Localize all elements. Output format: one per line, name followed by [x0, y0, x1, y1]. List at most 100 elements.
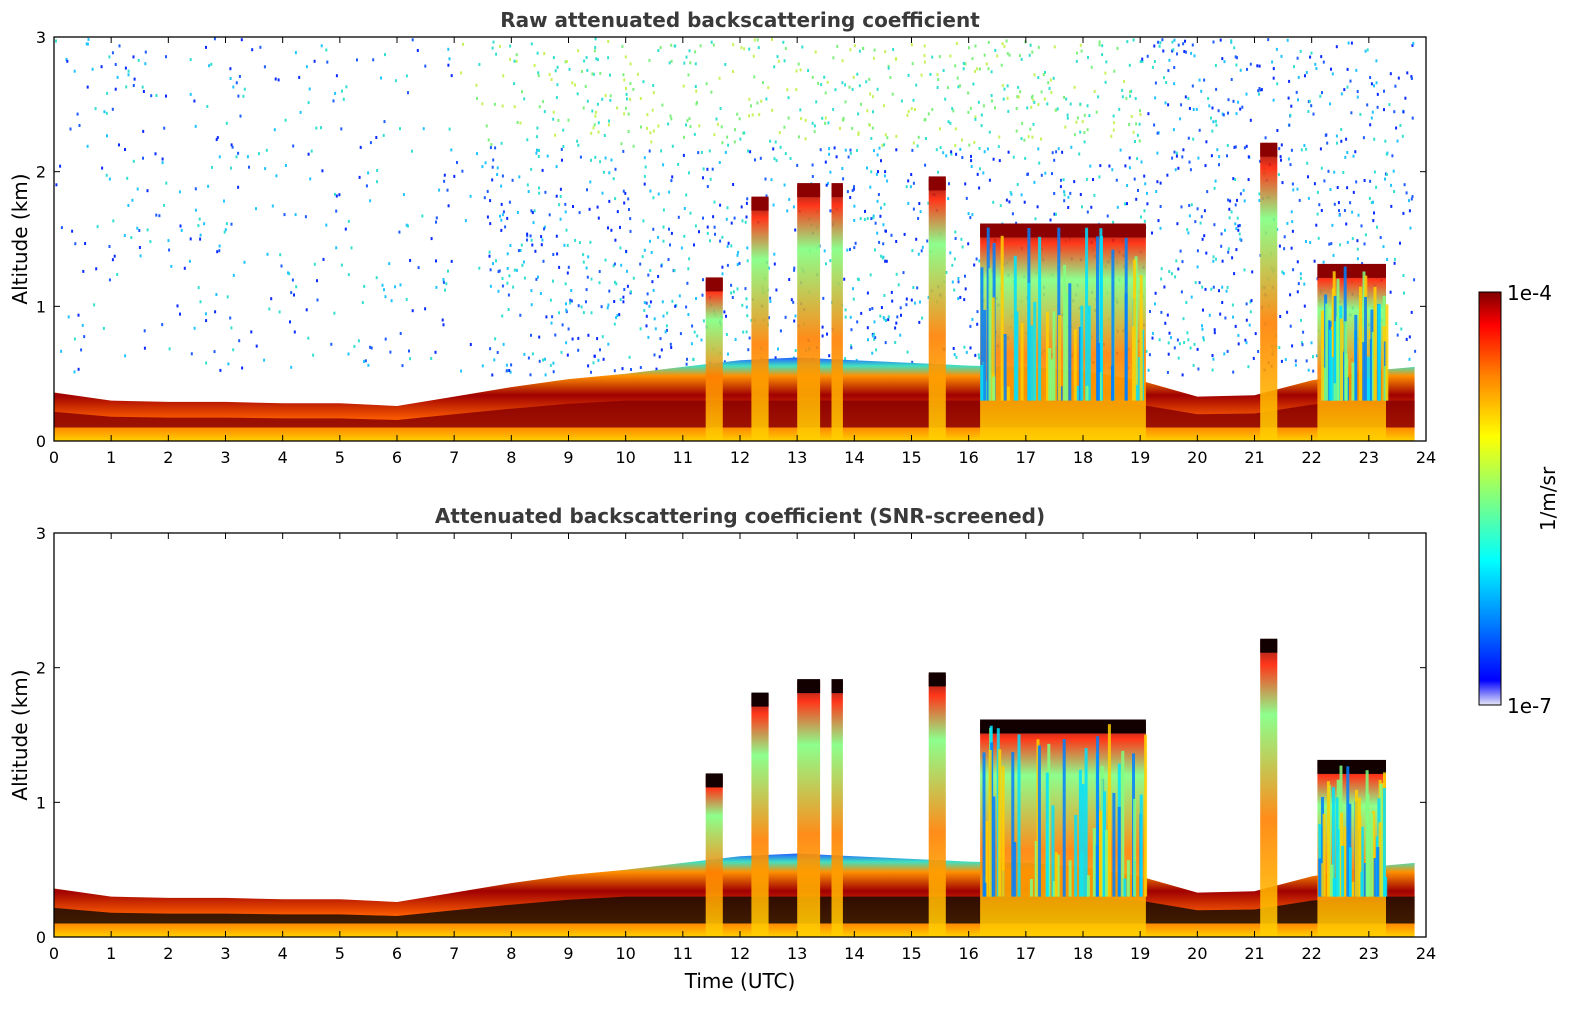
noise-speck [139, 254, 142, 258]
noise-speck [537, 74, 540, 78]
noise-speck [620, 142, 623, 146]
noise-speck [1212, 120, 1215, 124]
noise-speck [913, 108, 916, 112]
noise-speck [526, 234, 529, 238]
noise-speck [690, 342, 693, 346]
noise-speck [1180, 205, 1183, 209]
noise-speck [529, 234, 532, 238]
cloud-streak [1346, 766, 1350, 897]
noise-speck [1400, 327, 1403, 331]
noise-speck [180, 228, 183, 232]
noise-speck [745, 201, 748, 205]
noise-speck [1370, 82, 1373, 86]
noise-speck [849, 148, 852, 152]
noise-speck [1343, 88, 1346, 92]
noise-speck [577, 348, 580, 352]
noise-speck [1143, 209, 1146, 213]
noise-speck [651, 280, 654, 284]
noise-speck [686, 281, 689, 285]
noise-speck [629, 229, 632, 233]
noise-speck [1007, 150, 1010, 154]
noise-speck [566, 353, 569, 357]
noise-speck [312, 353, 315, 357]
noise-speck [986, 147, 989, 151]
noise-speck [489, 347, 492, 351]
noise-speck [1376, 225, 1378, 229]
noise-speck [740, 46, 743, 50]
noise-speck [584, 84, 587, 88]
noise-speck [844, 148, 847, 152]
noise-speck [1401, 134, 1404, 138]
noise-speck [1166, 173, 1169, 177]
noise-speck [899, 333, 902, 337]
noise-speck [533, 64, 536, 67]
noise-speck [136, 226, 139, 230]
noise-speck [565, 302, 567, 306]
noise-speck [916, 286, 919, 290]
noise-speck [530, 333, 532, 337]
noise-speck [476, 96, 478, 100]
noise-speck [1402, 211, 1405, 215]
noise-speck [860, 311, 863, 315]
noise-speck [295, 285, 298, 289]
noise-speck [1128, 166, 1131, 170]
noise-speck [543, 225, 546, 229]
cloud-column [928, 178, 946, 441]
noise-speck [1249, 300, 1252, 304]
noise-speck [597, 358, 600, 362]
noise-speck [1364, 49, 1367, 53]
noise-speck [836, 44, 839, 48]
noise-speck [881, 143, 884, 147]
noise-speck [435, 216, 438, 220]
noise-speck [561, 323, 564, 327]
cloud-streak [1013, 255, 1017, 401]
noise-speck [255, 207, 257, 211]
noise-speck [709, 177, 712, 181]
noise-speck [745, 215, 748, 219]
cloud-streak [1331, 787, 1335, 897]
noise-speck [347, 219, 350, 223]
noise-speck [444, 288, 446, 292]
noise-speck [963, 345, 966, 349]
noise-speck [1075, 120, 1078, 124]
noise-speck [743, 47, 746, 51]
noise-speck [985, 62, 988, 66]
noise-speck [660, 348, 663, 352]
noise-speck [1086, 210, 1089, 214]
noise-speck [942, 151, 945, 155]
noise-speck [448, 127, 451, 131]
x-tick-label: 20 [1187, 448, 1207, 467]
noise-speck [446, 188, 449, 192]
noise-speck [1237, 333, 1240, 337]
noise-speck [506, 252, 509, 256]
cloud-streak [1341, 845, 1345, 897]
noise-speck [649, 189, 652, 193]
noise-speck [443, 179, 446, 183]
noise-speck [519, 249, 522, 252]
cloud-streak [1085, 385, 1089, 401]
x-tick-label: 2 [163, 448, 173, 467]
noise-speck [602, 170, 605, 174]
noise-speck [1206, 190, 1209, 194]
cloud-streak [1063, 264, 1067, 401]
noise-speck [1168, 270, 1171, 273]
noise-speck [496, 166, 499, 170]
noise-speck [632, 276, 635, 280]
noise-speck [283, 213, 286, 217]
noise-speck [775, 288, 778, 292]
noise-speck [475, 83, 478, 87]
noise-speck [496, 173, 499, 176]
noise-speck [1228, 216, 1231, 220]
noise-speck [900, 99, 903, 103]
noise-speck [1138, 139, 1141, 143]
noise-speck [590, 311, 593, 315]
noise-speck [1288, 123, 1291, 127]
panel2-ylabel: Altitude (km) [8, 669, 32, 800]
noise-speck [596, 58, 599, 62]
noise-speck [779, 145, 782, 149]
noise-speck [700, 338, 703, 342]
noise-speck [571, 337, 574, 341]
noise-speck [223, 230, 226, 234]
noise-speck [538, 105, 541, 109]
noise-speck [114, 63, 117, 66]
